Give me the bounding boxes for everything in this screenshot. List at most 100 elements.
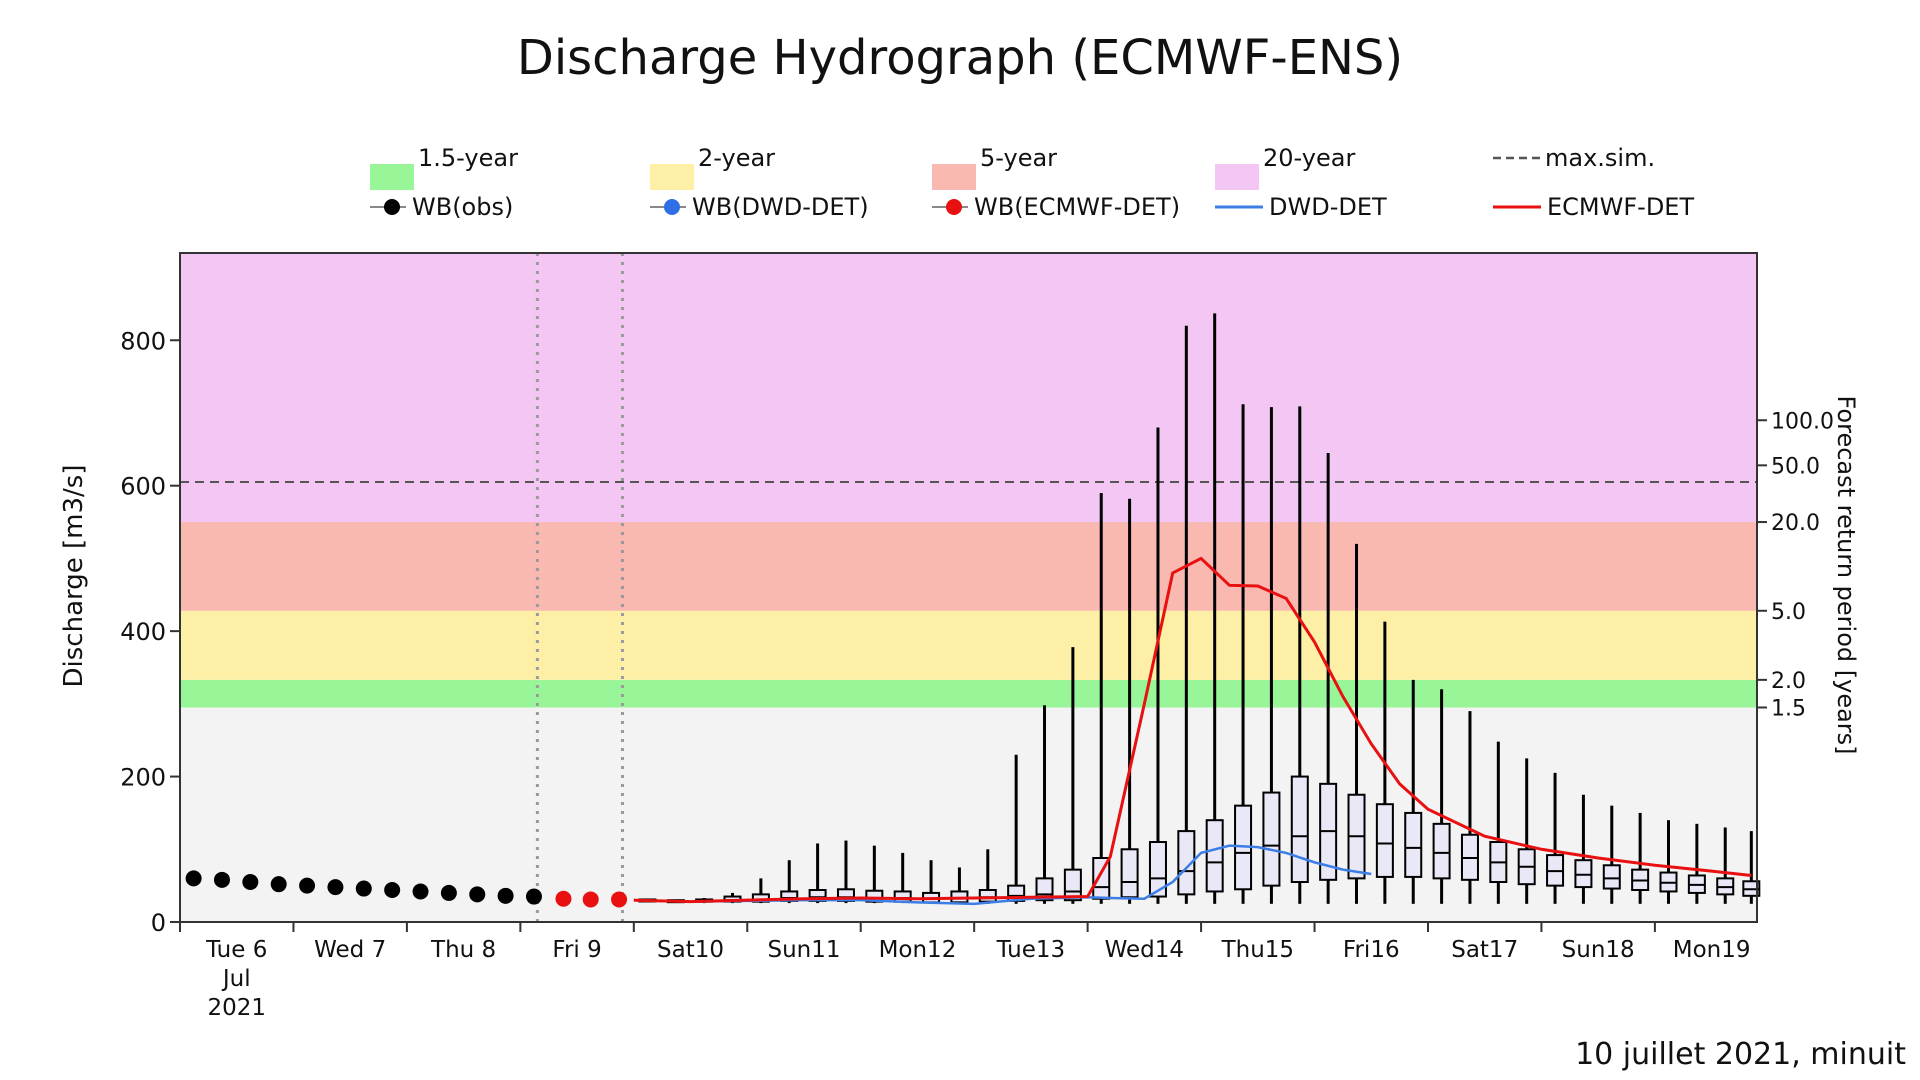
box-body: [1602, 864, 1621, 890]
box-body: [1262, 791, 1281, 887]
wb-obs-point: [299, 877, 316, 894]
band-5-year: [180, 522, 1757, 611]
legend-label: WB(DWD-DET): [692, 193, 869, 221]
ensemble-box: [1262, 407, 1281, 904]
band-20-year: [180, 253, 1757, 523]
legend-label: max.sim.: [1545, 144, 1655, 172]
x-tick-label: Mon12: [879, 937, 957, 963]
x-tick-label: Fri 9: [552, 937, 601, 963]
x-tick-label: Fri16: [1343, 937, 1400, 963]
wb-obs-point: [525, 888, 542, 905]
return-period-label: 1.5: [1771, 696, 1806, 721]
legend-item: WB(DWD-DET): [650, 193, 869, 221]
legend-item: DWD-DET: [1215, 193, 1387, 221]
x-tick-label: 2021: [207, 995, 266, 1021]
legend-label: 1.5-year: [418, 144, 518, 172]
wb-obs-point: [242, 874, 259, 891]
ensemble-box: [1602, 805, 1621, 904]
legend-item: WB(ECMWF-DET): [932, 193, 1180, 221]
band-2-year: [180, 610, 1757, 680]
x-tick-label: Sun18: [1562, 937, 1635, 963]
wb-ecmwf-det-point: [555, 890, 572, 907]
ensemble-box: [1347, 543, 1366, 904]
box-body: [1432, 822, 1451, 880]
legend-swatch: [370, 164, 414, 190]
wb-ecmwf-det-point: [582, 891, 599, 908]
box-body: [1375, 803, 1394, 878]
wb-obs-point: [440, 884, 457, 901]
legend-label: DWD-DET: [1269, 193, 1387, 221]
x-tick-label: Mon19: [1673, 937, 1751, 963]
legend-item: 2-year: [650, 144, 775, 190]
legend-label: 20-year: [1263, 144, 1355, 172]
box-body: [1205, 819, 1224, 893]
ensemble-box: [1631, 812, 1650, 904]
legend-item: max.sim.: [1493, 144, 1655, 172]
return-period-label: 50.0: [1771, 454, 1820, 479]
ensemble-box: [1432, 689, 1451, 904]
y-tick-label: 200: [120, 764, 166, 792]
return-period-label: 5.0: [1771, 600, 1806, 625]
plot-frame: [179, 252, 1758, 923]
wb-obs-point: [185, 870, 202, 887]
box-body: [1290, 775, 1309, 884]
plot-area: 0 200 400 600 800 100.0 50.0 20.0 5.0 2.01.5 Tue 6…: [120, 252, 1834, 1021]
box-body: [1120, 848, 1139, 899]
wb-obs-point: [327, 879, 344, 896]
ecmwf-det-line: [633, 556, 1752, 904]
box-body: [1177, 830, 1196, 896]
timestamp-caption: 10 juillet 2021, minuit: [1575, 1037, 1906, 1072]
ensemble-box: [1659, 820, 1678, 904]
legend-label: 5-year: [980, 144, 1057, 172]
box-body: [1574, 859, 1593, 889]
x-tick-label: Tue 6: [205, 937, 267, 963]
x-tick-label: Sat17: [1451, 937, 1518, 963]
box-body: [1063, 868, 1082, 902]
legend-swatch: [384, 199, 400, 215]
x-tick-label: Sat10: [657, 937, 724, 963]
ensemble-box: [1574, 794, 1593, 904]
chart-title: Discharge Hydrograph (ECMWF-ENS): [517, 30, 1403, 86]
ensemble-box: [1517, 758, 1536, 904]
background-band-below: [180, 707, 1757, 922]
ensemble-box: [1404, 679, 1423, 904]
ensemble-box: [1063, 647, 1082, 904]
legend-item: WB(obs): [370, 193, 513, 221]
box-body: [978, 889, 997, 903]
wb-obs-point: [384, 882, 401, 899]
return-period-label: 20.0: [1771, 511, 1820, 536]
return-period-label: 2.0: [1771, 669, 1806, 694]
return-period-label: 100.0: [1771, 409, 1834, 434]
y-tick-label: 400: [120, 618, 166, 646]
ensemble-box: [1489, 741, 1508, 904]
ensemble-box: [1546, 772, 1565, 904]
ensemble-box: [1742, 831, 1761, 904]
ensemble-box: [1460, 711, 1479, 904]
legend-swatch: [946, 199, 962, 215]
wb-obs-point: [469, 886, 486, 903]
y-tick-label: 600: [120, 473, 166, 501]
x-tick-label: Tue13: [996, 937, 1066, 963]
wb-obs-point: [497, 887, 514, 904]
legend-swatch: [932, 164, 976, 190]
y2-axis-label: Forecast return period [years]: [1832, 395, 1860, 754]
x-tick-label: Wed 7: [314, 937, 386, 963]
wb-obs-point: [270, 876, 287, 893]
x-tick-label: Wed14: [1105, 937, 1184, 963]
ensemble-box: [1035, 705, 1054, 904]
ensemble-box: [1205, 313, 1224, 904]
x-tick-label: Thu15: [1221, 937, 1294, 963]
ensemble-box: [1319, 452, 1338, 904]
legend-label: 2-year: [698, 144, 775, 172]
box-body: [1148, 841, 1167, 898]
legend-label: WB(ECMWF-DET): [974, 193, 1180, 221]
wb-obs-point: [412, 883, 429, 900]
y-tick-label: 0: [151, 909, 166, 937]
x-tick-label: Thu 8: [430, 937, 496, 963]
x-tick-label: Jul: [221, 966, 251, 992]
legend-swatch: [650, 164, 694, 190]
legend-item: 5-year: [932, 144, 1057, 190]
legend-label: WB(obs): [412, 193, 513, 221]
legend-item: 1.5-year: [370, 144, 518, 190]
